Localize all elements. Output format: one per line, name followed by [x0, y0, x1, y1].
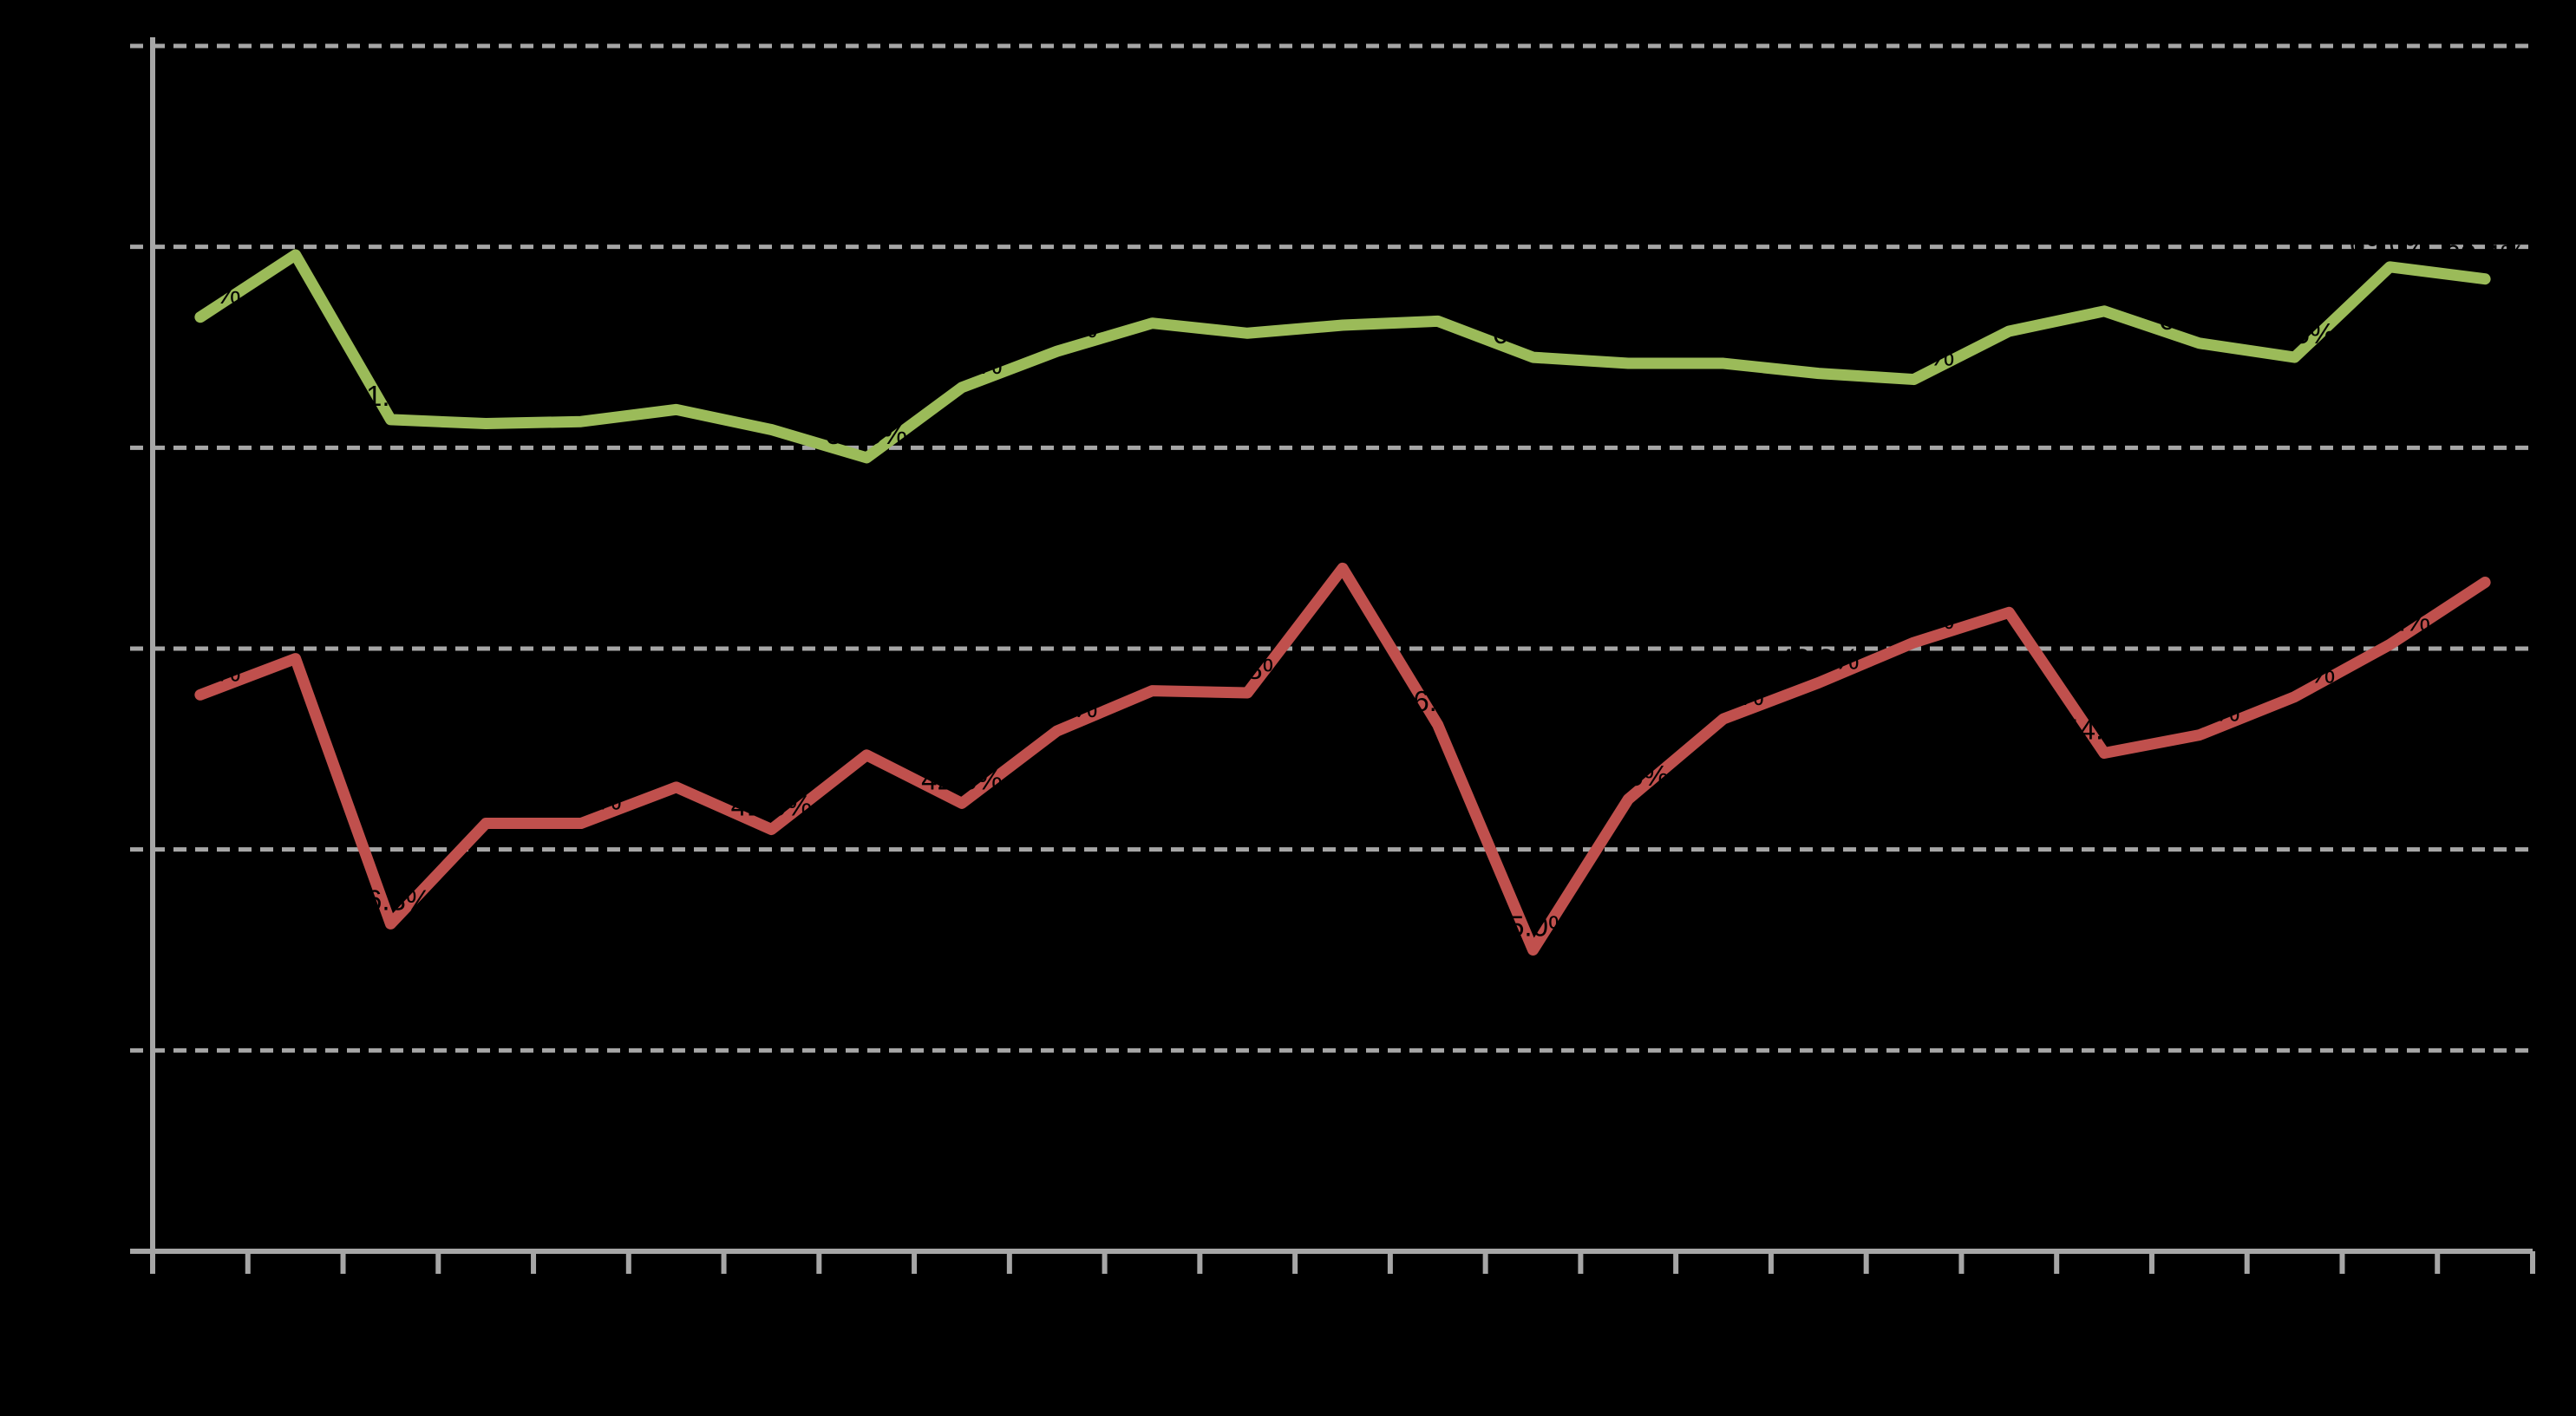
green-series-label: 69.0% — [2350, 227, 2431, 259]
red-series-label: 42.5% — [1587, 760, 1669, 792]
green-series-label: 64.2% — [1587, 323, 1669, 356]
green-series-label: 59.5% — [826, 418, 907, 450]
green-series-label: 69.6% — [255, 215, 337, 247]
y-gridlines — [130, 43, 2533, 1053]
red-series-label: 46.2% — [1397, 685, 1479, 717]
red-series-label: 44.8% — [2063, 713, 2145, 745]
red-series-label: 50.3% — [1873, 603, 1955, 635]
green-series-label: 61.4% — [350, 380, 432, 412]
axes — [130, 37, 2533, 1274]
green-series-label: 66.5% — [160, 277, 241, 310]
red-series-label: 46.5% — [1683, 679, 1764, 711]
red-series-label: 47.6% — [2254, 657, 2336, 689]
red-series-label: 44.7% — [826, 715, 907, 747]
green-series-label: 65.8% — [1969, 291, 2050, 323]
axis-ticks — [150, 1251, 2535, 1274]
green-series-label: 65.7% — [1206, 293, 1288, 325]
green-series-label: 66.3% — [1397, 281, 1479, 313]
series-lines — [194, 249, 2491, 956]
red-series-label: 42.3% — [921, 763, 1003, 795]
data-labels: 66.5% 69.6% 61.4% 61.2% 61.3% 61.9% 60.9% 59.5%… — [160, 215, 2526, 943]
green-series-label: 61.9% — [636, 369, 717, 401]
green-series-label: 66.8% — [2063, 271, 2145, 303]
red-series-label: 50.2% — [2350, 604, 2431, 636]
green-series-label: 63.7% — [1778, 334, 1860, 366]
red-series-label: 54.0% — [1302, 528, 1383, 560]
red-series-label: 47.9% — [1112, 651, 1193, 683]
green-series-label: 64.5% — [1493, 317, 1574, 349]
green-series-label: 63.0% — [921, 348, 1003, 380]
red-series-label: 45.9% — [1017, 691, 1098, 723]
green-series-label: 66.2% — [1112, 284, 1193, 316]
green-series-line — [194, 249, 2491, 464]
red-series-label: 45.7% — [2159, 695, 2240, 728]
red-series-label: 41.3% — [445, 784, 526, 816]
red-series-label: 51.8% — [1969, 572, 2050, 604]
green-series-label: 61.3% — [540, 382, 622, 414]
red-series-label: 43.1% — [636, 747, 717, 780]
red-series-label: 41.0% — [731, 790, 813, 822]
red-series-label: 53.3% — [2444, 543, 2526, 575]
red-series-label: 41.3% — [540, 784, 622, 816]
red-series-label: 36.3% — [350, 884, 432, 916]
red-series-label: 49.5% — [255, 619, 337, 651]
green-series-label: 64.8% — [1017, 311, 1098, 343]
green-series-label: 60.9% — [731, 389, 813, 421]
red-series-line — [194, 562, 2491, 956]
green-series-label: 65.2% — [2159, 303, 2240, 336]
red-series-label: 48.3% — [1778, 643, 1860, 675]
green-series-label: 64.5% — [2254, 317, 2336, 349]
red-series-label: 47.7% — [160, 655, 241, 687]
green-series-label: 61.2% — [445, 384, 526, 416]
green-series-label: 63.4% — [1873, 340, 1955, 372]
red-series-label: 47.8% — [1206, 653, 1288, 685]
green-series-label: 66.1% — [1302, 285, 1383, 317]
green-series-label: 68.4% — [2444, 239, 2526, 271]
green-series-label: 64.2% — [1683, 323, 1764, 356]
red-series-label: 35.0% — [1493, 910, 1574, 943]
